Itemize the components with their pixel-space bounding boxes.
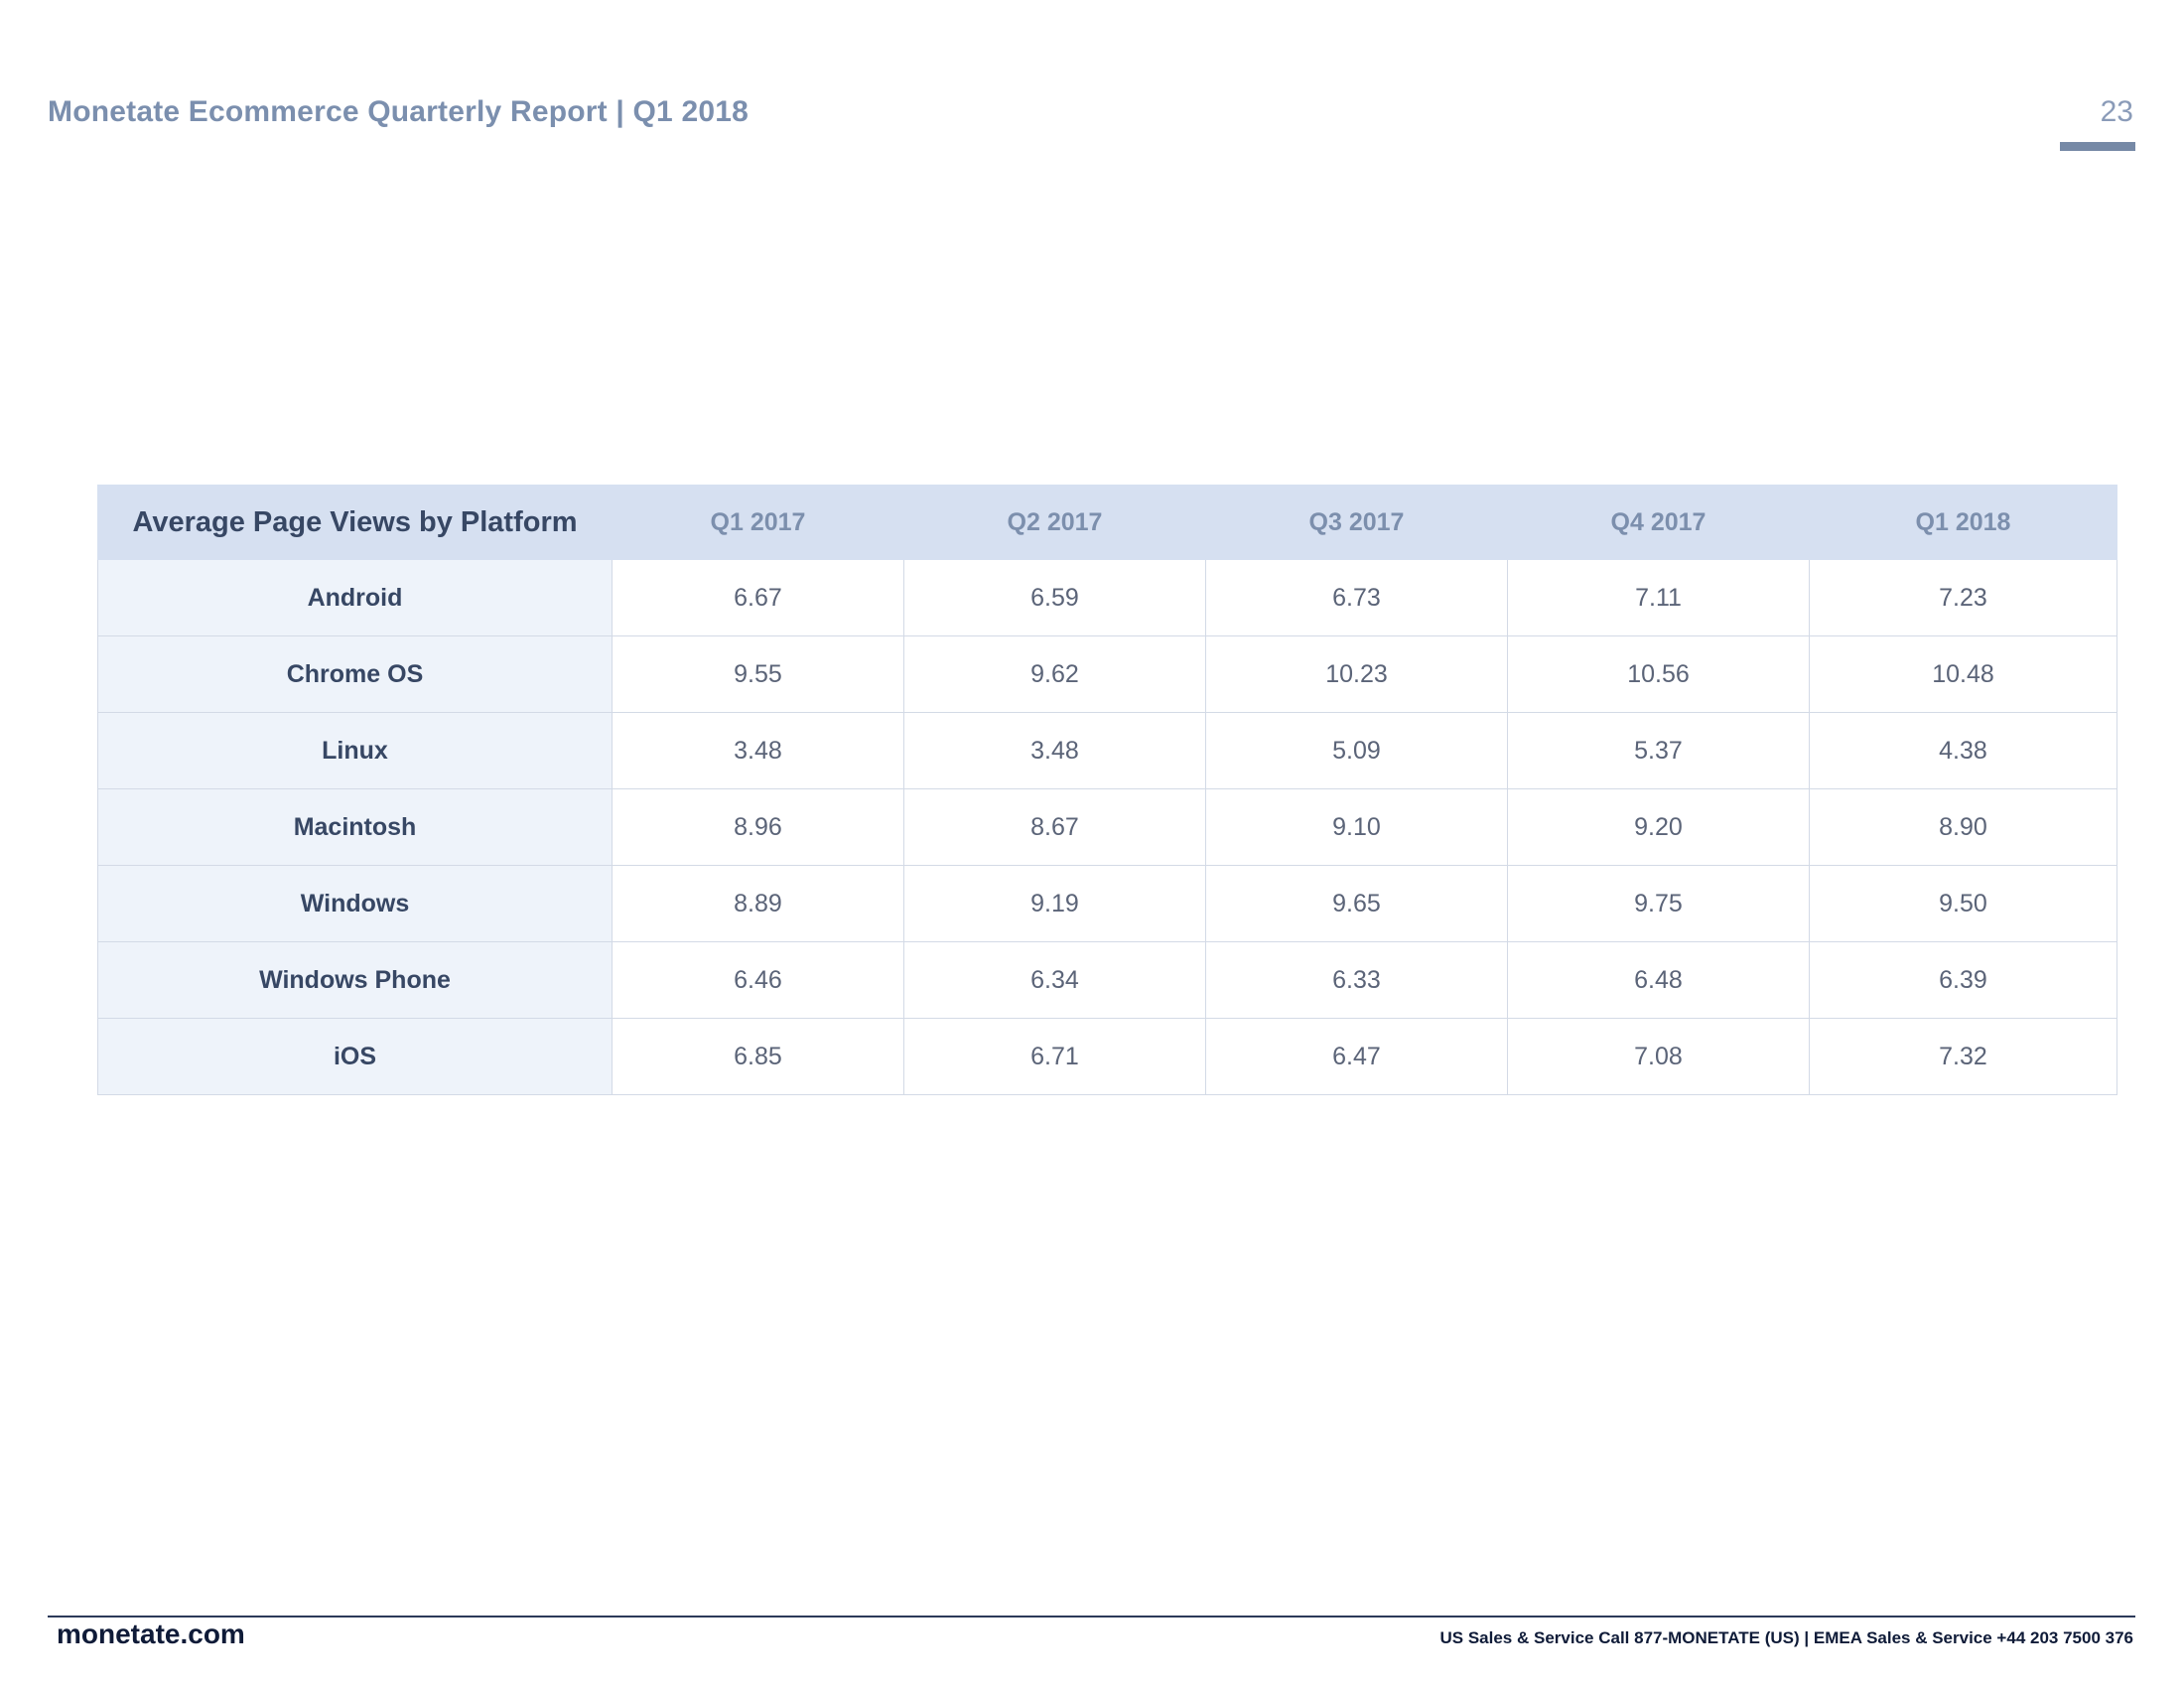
value-cell: 9.50 xyxy=(1809,865,2117,942)
value-cell: 9.10 xyxy=(1205,788,1508,866)
platform-cell: Android xyxy=(97,559,613,636)
table-row: Windows 8.89 9.19 9.65 9.75 9.50 xyxy=(97,865,2117,942)
value-cell: 10.56 xyxy=(1507,635,1810,713)
page-number-underline xyxy=(2060,142,2135,151)
platform-cell: Linux xyxy=(97,712,613,789)
value-cell: 7.23 xyxy=(1809,559,2117,636)
value-cell: 9.65 xyxy=(1205,865,1508,942)
column-header: Q3 2017 xyxy=(1205,485,1508,560)
value-cell: 5.37 xyxy=(1507,712,1810,789)
value-cell: 6.71 xyxy=(903,1018,1206,1095)
table-title: Average Page Views by Platform xyxy=(97,485,613,560)
table-body: Android 6.67 6.59 6.73 7.11 7.23 Chrome OS 9.55… xyxy=(97,559,2117,1095)
value-cell: 8.89 xyxy=(612,865,904,942)
table-header: Average Page Views by Platform Q1 2017 Q… xyxy=(97,485,2117,560)
value-cell: 5.09 xyxy=(1205,712,1508,789)
footer-brand: monetate.com xyxy=(57,1618,245,1649)
column-header: Q2 2017 xyxy=(903,485,1206,560)
report-title: Monetate Ecommerce Quarterly Report | Q1… xyxy=(48,95,749,128)
value-cell: 6.39 xyxy=(1809,941,2117,1019)
value-cell: 6.85 xyxy=(612,1018,904,1095)
value-cell: 6.34 xyxy=(903,941,1206,1019)
value-cell: 8.67 xyxy=(903,788,1206,866)
value-cell: 7.32 xyxy=(1809,1018,2117,1095)
table-row: iOS 6.85 6.71 6.47 7.08 7.32 xyxy=(97,1018,2117,1095)
value-cell: 3.48 xyxy=(612,712,904,789)
value-cell: 3.48 xyxy=(903,712,1206,789)
table-row: Macintosh 8.96 8.67 9.10 9.20 8.90 xyxy=(97,788,2117,866)
table-header-row: Average Page Views by Platform Q1 2017 Q… xyxy=(97,485,2117,560)
value-cell: 6.48 xyxy=(1507,941,1810,1019)
table-row: Android 6.67 6.59 6.73 7.11 7.23 xyxy=(97,559,2117,636)
value-cell: 9.62 xyxy=(903,635,1206,713)
platform-cell: iOS xyxy=(97,1018,613,1095)
value-cell: 7.11 xyxy=(1507,559,1810,636)
value-cell: 9.75 xyxy=(1507,865,1810,942)
value-cell: 10.48 xyxy=(1809,635,2117,713)
table-row: Windows Phone 6.46 6.34 6.33 6.48 6.39 xyxy=(97,941,2117,1019)
page-views-table: Average Page Views by Platform Q1 2017 Q… xyxy=(97,485,2117,1095)
column-header: Q4 2017 xyxy=(1507,485,1810,560)
value-cell: 8.96 xyxy=(612,788,904,866)
footer-divider xyxy=(48,1616,2135,1618)
platform-cell: Macintosh xyxy=(97,788,613,866)
value-cell: 9.19 xyxy=(903,865,1206,942)
value-cell: 10.23 xyxy=(1205,635,1508,713)
value-cell: 6.59 xyxy=(903,559,1206,636)
value-cell: 7.08 xyxy=(1507,1018,1810,1095)
value-cell: 6.46 xyxy=(612,941,904,1019)
page-number: 23 xyxy=(2100,95,2133,128)
value-cell: 4.38 xyxy=(1809,712,2117,789)
value-cell: 6.47 xyxy=(1205,1018,1508,1095)
value-cell: 6.33 xyxy=(1205,941,1508,1019)
value-cell: 6.73 xyxy=(1205,559,1508,636)
value-cell: 8.90 xyxy=(1809,788,2117,866)
platform-cell: Windows Phone xyxy=(97,941,613,1019)
footer-contact: US Sales & Service Call 877-MONETATE (US… xyxy=(1439,1628,2134,1647)
value-cell: 9.20 xyxy=(1507,788,1810,866)
value-cell: 9.55 xyxy=(612,635,904,713)
table-row: Linux 3.48 3.48 5.09 5.37 4.38 xyxy=(97,712,2117,789)
platform-cell: Chrome OS xyxy=(97,635,613,713)
column-header: Q1 2017 xyxy=(612,485,904,560)
value-cell: 6.67 xyxy=(612,559,904,636)
platform-cell: Windows xyxy=(97,865,613,942)
column-header: Q1 2018 xyxy=(1809,485,2117,560)
table-row: Chrome OS 9.55 9.62 10.23 10.56 10.48 xyxy=(97,635,2117,713)
